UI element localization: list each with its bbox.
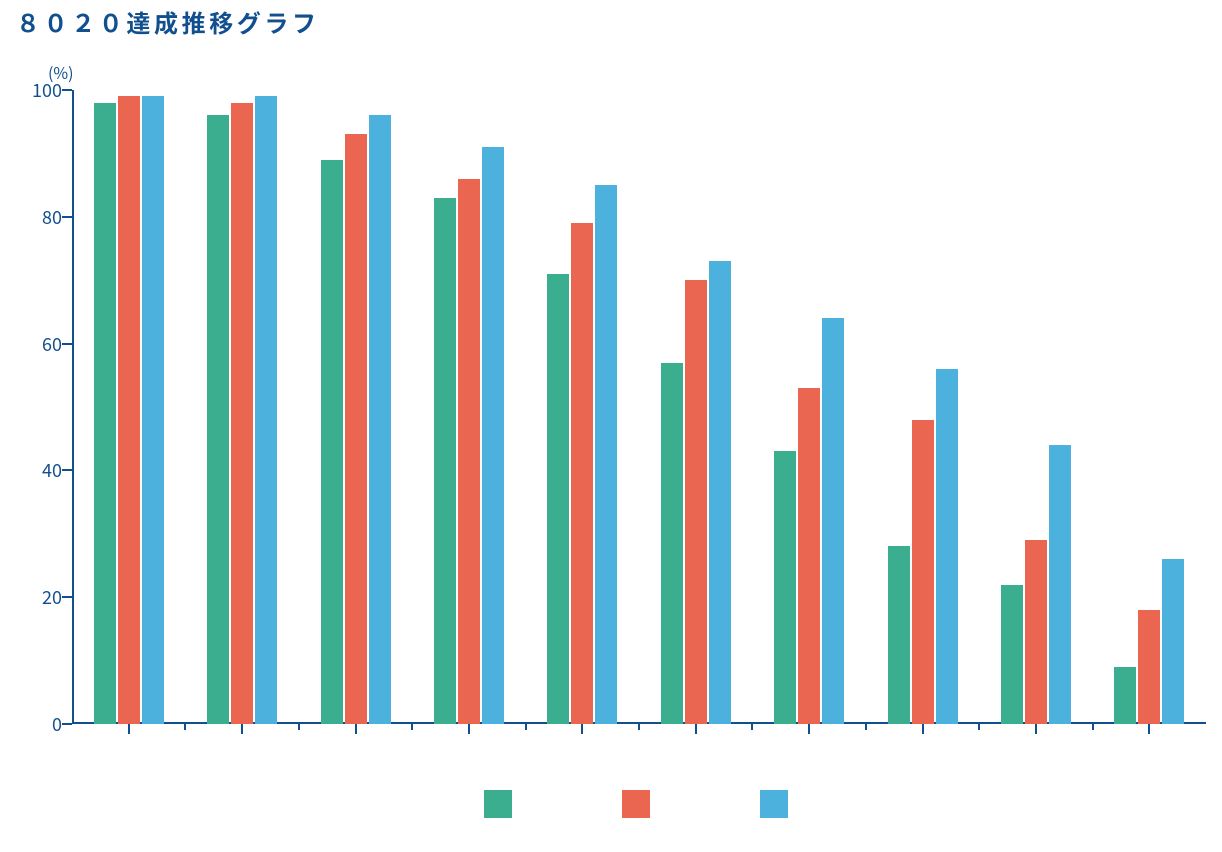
bar xyxy=(1162,559,1184,724)
bar xyxy=(1001,585,1023,724)
bar xyxy=(1114,667,1136,724)
y-tick-label: 100 xyxy=(32,77,62,103)
bar xyxy=(118,96,140,724)
legend-swatch xyxy=(622,790,650,818)
chart-container: ８０２０達成推移グラフ (%) 020406080100 xyxy=(0,0,1222,852)
bar xyxy=(1049,445,1071,724)
bar xyxy=(482,147,504,724)
x-tick-minor xyxy=(865,724,867,730)
y-tick-label: 20 xyxy=(42,584,62,610)
y-tick xyxy=(62,596,72,598)
x-tick-major xyxy=(1148,724,1150,734)
y-tick-label: 80 xyxy=(42,204,62,230)
y-tick xyxy=(62,723,72,725)
x-tick-minor xyxy=(525,724,527,730)
y-axis-line xyxy=(72,90,74,724)
x-tick-major xyxy=(695,724,697,734)
bar xyxy=(1138,610,1160,724)
bar xyxy=(912,420,934,724)
y-tick xyxy=(62,469,72,471)
bar xyxy=(434,198,456,724)
plot-area: 020406080100 xyxy=(72,90,1206,724)
bar xyxy=(231,103,253,724)
y-tick-label: 40 xyxy=(42,457,62,483)
bar xyxy=(798,388,820,724)
y-tick-label: 60 xyxy=(42,331,62,357)
bar xyxy=(709,261,731,724)
x-tick-major xyxy=(581,724,583,734)
x-tick-major xyxy=(922,724,924,734)
x-tick-major xyxy=(241,724,243,734)
bar xyxy=(345,134,367,724)
y-tick xyxy=(62,89,72,91)
bar xyxy=(595,185,617,724)
legend-swatch xyxy=(484,790,512,818)
y-tick xyxy=(62,343,72,345)
x-tick-minor xyxy=(411,724,413,730)
x-tick-minor xyxy=(978,724,980,730)
x-tick-minor xyxy=(1092,724,1094,730)
y-tick-label: 0 xyxy=(52,711,62,737)
bar xyxy=(1025,540,1047,724)
legend-swatch xyxy=(760,790,788,818)
x-tick-minor xyxy=(184,724,186,730)
bar xyxy=(822,318,844,724)
bar xyxy=(321,160,343,724)
bar xyxy=(571,223,593,724)
bar xyxy=(369,115,391,724)
x-tick-major xyxy=(1035,724,1037,734)
bar xyxy=(207,115,229,724)
x-tick-minor xyxy=(638,724,640,730)
x-tick-major xyxy=(808,724,810,734)
bar xyxy=(94,103,116,724)
x-tick-major xyxy=(128,724,130,734)
y-tick xyxy=(62,216,72,218)
bar xyxy=(458,179,480,724)
x-tick-major xyxy=(355,724,357,734)
x-tick-major xyxy=(468,724,470,734)
bar xyxy=(774,451,796,724)
bar xyxy=(547,274,569,724)
bar xyxy=(255,96,277,724)
bar xyxy=(936,369,958,724)
bar xyxy=(661,363,683,724)
bar xyxy=(888,546,910,724)
x-tick-minor xyxy=(298,724,300,730)
x-tick-minor xyxy=(751,724,753,730)
legend xyxy=(484,790,788,818)
bar xyxy=(142,96,164,724)
chart-title: ８０２０達成推移グラフ xyxy=(16,4,320,39)
bar xyxy=(685,280,707,724)
